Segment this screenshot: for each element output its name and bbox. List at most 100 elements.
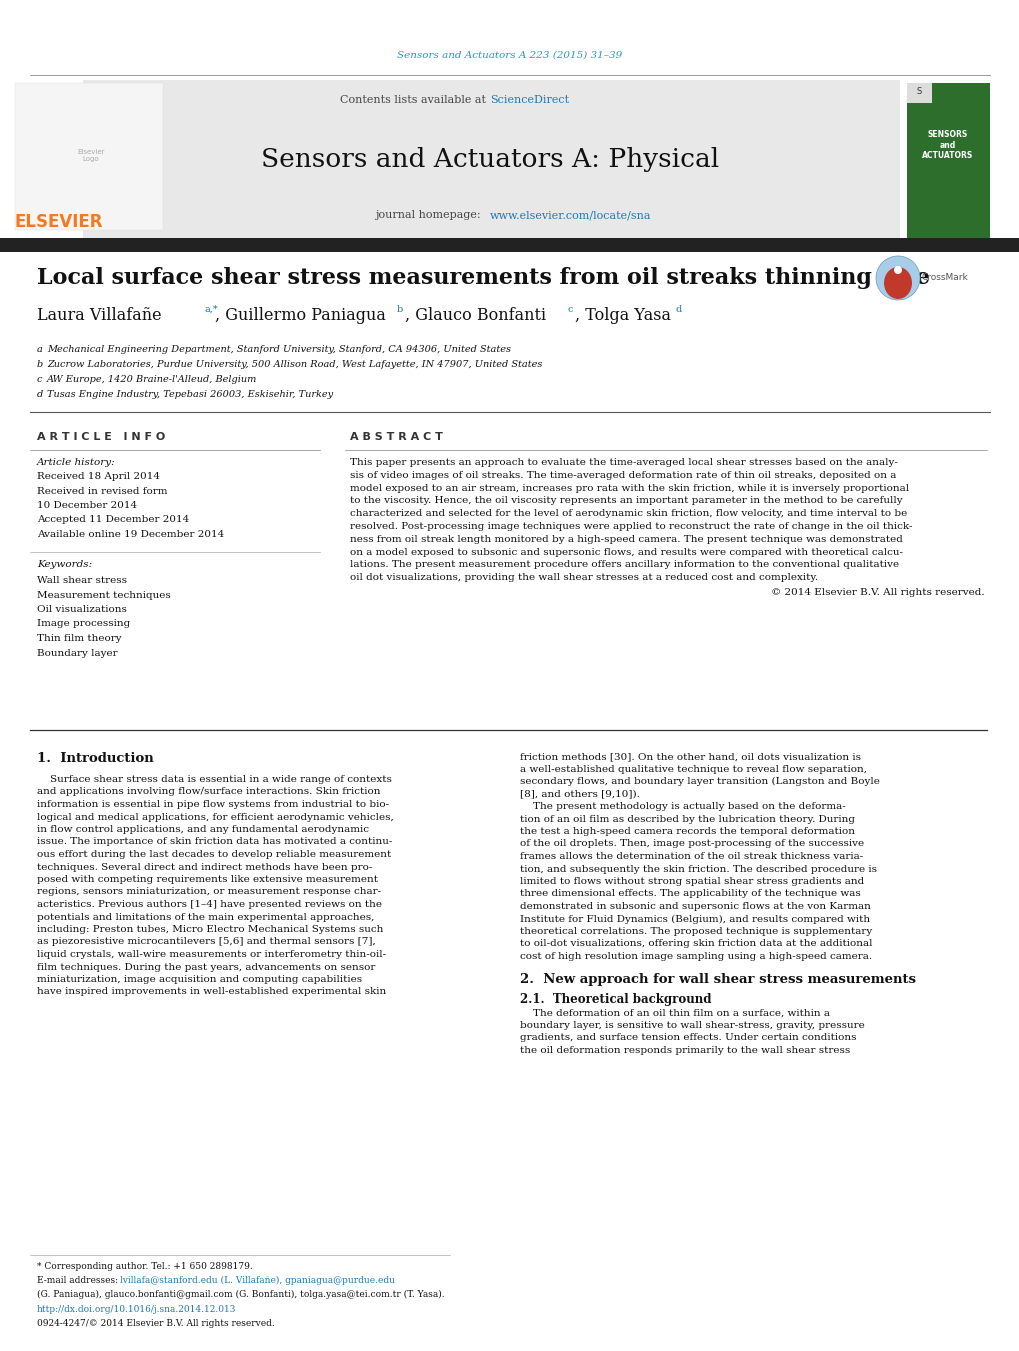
Text: logical and medical applications, for efficient aerodynamic vehicles,: logical and medical applications, for ef… (37, 812, 393, 821)
Text: Sensors and Actuators A: Physical: Sensors and Actuators A: Physical (261, 147, 718, 173)
Text: SENSORS
and
ACTUATORS: SENSORS and ACTUATORS (921, 130, 973, 159)
Text: * Corresponding author. Tel.: +1 650 2898179.: * Corresponding author. Tel.: +1 650 289… (37, 1262, 253, 1271)
Text: 10 December 2014: 10 December 2014 (37, 501, 137, 509)
Text: c: c (568, 304, 573, 313)
Text: boundary layer, is sensitive to wall shear-stress, gravity, pressure: boundary layer, is sensitive to wall she… (520, 1021, 864, 1029)
Text: characterized and selected for the level of aerodynamic skin friction, flow velo: characterized and selected for the level… (350, 509, 906, 519)
Text: and applications involving flow/surface interactions. Skin friction: and applications involving flow/surface … (37, 788, 380, 797)
Text: http://dx.doi.org/10.1016/j.sna.2014.12.013: http://dx.doi.org/10.1016/j.sna.2014.12.… (37, 1305, 236, 1315)
Text: miniaturization, image acquisition and computing capabilities: miniaturization, image acquisition and c… (37, 975, 362, 984)
Text: CrossMark: CrossMark (921, 273, 967, 282)
Text: Elsevier
Logo: Elsevier Logo (77, 149, 105, 162)
Text: d: d (37, 390, 46, 399)
Text: oil dot visualizations, providing the wall shear stresses at a reduced cost and : oil dot visualizations, providing the wa… (350, 573, 817, 582)
Ellipse shape (875, 255, 919, 300)
Text: Thin film theory: Thin film theory (37, 634, 121, 643)
Text: Institute for Fluid Dynamics (Belgium), and results compared with: Institute for Fluid Dynamics (Belgium), … (520, 915, 869, 924)
Text: Measurement techniques: Measurement techniques (37, 590, 170, 600)
Bar (906, 82, 931, 103)
Text: Surface shear stress data is essential in a wide range of contexts: Surface shear stress data is essential i… (37, 775, 391, 784)
Ellipse shape (893, 266, 901, 274)
Text: Laura Villafañe: Laura Villafañe (37, 307, 161, 323)
Bar (0, 238, 1019, 253)
Text: Local surface shear stress measurements from oil streaks thinning rate: Local surface shear stress measurements … (37, 267, 929, 289)
Text: ScienceDirect: ScienceDirect (489, 95, 569, 105)
Text: regions, sensors miniaturization, or measurement response char-: regions, sensors miniaturization, or mea… (37, 888, 381, 897)
Text: as piezoresistive microcantilevers [5,6] and thermal sensors [7],: as piezoresistive microcantilevers [5,6]… (37, 938, 375, 947)
Text: [8], and others [9,10]).: [8], and others [9,10]). (520, 789, 639, 798)
Text: gradients, and surface tension effects. Under certain conditions: gradients, and surface tension effects. … (520, 1034, 856, 1043)
Text: potentials and limitations of the main experimental approaches,: potentials and limitations of the main e… (37, 912, 374, 921)
Text: issue. The importance of skin friction data has motivated a continu-: issue. The importance of skin friction d… (37, 838, 392, 847)
Text: posed with competing requirements like extensive measurement: posed with competing requirements like e… (37, 875, 378, 884)
Text: information is essential in pipe flow systems from industrial to bio-: information is essential in pipe flow sy… (37, 800, 388, 809)
Text: demonstrated in subsonic and supersonic flows at the von Karman: demonstrated in subsonic and supersonic … (520, 902, 870, 911)
Text: tion, and subsequently the skin friction. The described procedure is: tion, and subsequently the skin friction… (520, 865, 876, 874)
Text: of the oil droplets. Then, image post-processing of the successive: of the oil droplets. Then, image post-pr… (520, 839, 863, 848)
Text: theoretical correlations. The proposed technique is supplementary: theoretical correlations. The proposed t… (520, 927, 871, 936)
Text: to oil-dot visualizations, offering skin friction data at the additional: to oil-dot visualizations, offering skin… (520, 939, 871, 948)
Bar (83, 80, 899, 238)
Text: Sensors and Actuators A 223 (2015) 31–39: Sensors and Actuators A 223 (2015) 31–39 (397, 50, 622, 59)
Text: a well-established qualitative technique to reveal flow separation,: a well-established qualitative technique… (520, 765, 866, 774)
Text: ELSEVIER: ELSEVIER (15, 213, 103, 231)
Text: E-mail addresses:: E-mail addresses: (37, 1275, 121, 1285)
Text: Received 18 April 2014: Received 18 April 2014 (37, 471, 160, 481)
Text: including: Preston tubes, Micro Electro Mechanical Systems such: including: Preston tubes, Micro Electro … (37, 925, 383, 934)
Text: (G. Paniagua), glauco.bonfanti@gmail.com (G. Bonfanti), tolga.yasa@tei.com.tr (T: (G. Paniagua), glauco.bonfanti@gmail.com… (37, 1290, 444, 1300)
Text: www.elsevier.com/locate/sna: www.elsevier.com/locate/sna (489, 209, 651, 220)
Text: c: c (37, 376, 46, 384)
Bar (15, 82, 163, 230)
Text: , Tolga Yasa: , Tolga Yasa (575, 307, 671, 323)
Text: Contents lists available at: Contents lists available at (340, 95, 489, 105)
Text: lvillafa@stanford.edu (L. Villafañe), gpaniagua@purdue.edu: lvillafa@stanford.edu (L. Villafañe), gp… (120, 1275, 394, 1285)
Text: three dimensional effects. The applicability of the technique was: three dimensional effects. The applicabi… (520, 889, 860, 898)
Text: film techniques. During the past years, advancements on sensor: film techniques. During the past years, … (37, 962, 375, 971)
Text: the oil deformation responds primarily to the wall shear stress: the oil deformation responds primarily t… (520, 1046, 850, 1055)
Text: b: b (396, 304, 403, 313)
Text: ous effort during the last decades to develop reliable measurement: ous effort during the last decades to de… (37, 850, 391, 859)
Text: The deformation of an oil thin film on a surface, within a: The deformation of an oil thin film on a… (520, 1008, 829, 1017)
Text: ness from oil streak length monitored by a high-speed camera. The present techni: ness from oil streak length monitored by… (350, 535, 902, 544)
Text: journal homepage:: journal homepage: (375, 209, 484, 220)
Text: Boundary layer: Boundary layer (37, 648, 117, 658)
Text: the test a high-speed camera records the temporal deformation: the test a high-speed camera records the… (520, 827, 854, 836)
Text: resolved. Post-processing image techniques were applied to reconstruct the rate : resolved. Post-processing image techniqu… (350, 521, 912, 531)
Text: 0924-4247/© 2014 Elsevier B.V. All rights reserved.: 0924-4247/© 2014 Elsevier B.V. All right… (37, 1319, 274, 1328)
Text: lations. The present measurement procedure offers ancillary information to the c: lations. The present measurement procedu… (350, 561, 898, 569)
Text: model exposed to an air stream, increases pro rata with the skin friction, while: model exposed to an air stream, increase… (350, 484, 908, 493)
Text: b: b (37, 359, 46, 369)
Text: A B S T R A C T: A B S T R A C T (350, 432, 442, 442)
Text: Article history:: Article history: (37, 458, 115, 467)
Text: 2.  New approach for wall shear stress measurements: 2. New approach for wall shear stress me… (520, 973, 915, 985)
Text: Image processing: Image processing (37, 620, 130, 628)
Text: 1.  Introduction: 1. Introduction (37, 753, 154, 765)
Text: © 2014 Elsevier B.V. All rights reserved.: © 2014 Elsevier B.V. All rights reserved… (770, 588, 984, 597)
Text: tion of an oil film as described by the lubrication theory. During: tion of an oil film as described by the … (520, 815, 854, 824)
Text: , Glauco Bonfanti: , Glauco Bonfanti (405, 307, 545, 323)
Text: Available online 19 December 2014: Available online 19 December 2014 (37, 530, 224, 539)
Text: Tusas Engine Industry, Tepebasi 26003, Eskisehir, Turkey: Tusas Engine Industry, Tepebasi 26003, E… (47, 390, 333, 399)
Text: acteristics. Previous authors [1–4] have presented reviews on the: acteristics. Previous authors [1–4] have… (37, 900, 382, 909)
Text: 2.1.  Theoretical background: 2.1. Theoretical background (520, 993, 711, 1005)
Text: have inspired improvements in well-established experimental skin: have inspired improvements in well-estab… (37, 988, 386, 997)
Text: in flow control applications, and any fundamental aerodynamic: in flow control applications, and any fu… (37, 825, 369, 834)
Text: Oil visualizations: Oil visualizations (37, 605, 126, 613)
Text: A R T I C L E   I N F O: A R T I C L E I N F O (37, 432, 165, 442)
Text: Received in revised form: Received in revised form (37, 486, 167, 496)
Text: d: d (676, 304, 682, 313)
Text: sis of video images of oil streaks. The time-averaged deformation rate of thin o: sis of video images of oil streaks. The … (350, 470, 896, 480)
Text: , Guillermo Paniagua: , Guillermo Paniagua (215, 307, 385, 323)
Text: cost of high resolution image sampling using a high-speed camera.: cost of high resolution image sampling u… (520, 952, 871, 961)
Text: liquid crystals, wall-wire measurements or interferometry thin-oil-: liquid crystals, wall-wire measurements … (37, 950, 386, 959)
Text: AW Europe, 1420 Braine-l'Alleud, Belgium: AW Europe, 1420 Braine-l'Alleud, Belgium (47, 376, 257, 384)
Text: Mechanical Engineering Department, Stanford University, Stanford, CA 94306, Unit: Mechanical Engineering Department, Stanf… (47, 345, 511, 354)
Text: This paper presents an approach to evaluate the time-averaged local shear stress: This paper presents an approach to evalu… (350, 458, 897, 467)
Text: a,*: a,* (205, 304, 218, 313)
Text: Zucrow Laboratories, Purdue University, 500 Allison Road, West Lafayette, IN 479: Zucrow Laboratories, Purdue University, … (47, 359, 542, 369)
Text: secondary flows, and boundary layer transition (Langston and Boyle: secondary flows, and boundary layer tran… (520, 777, 879, 786)
Text: Accepted 11 December 2014: Accepted 11 December 2014 (37, 516, 190, 524)
Bar (906, 82, 989, 238)
Text: to the viscosity. Hence, the oil viscosity represents an important parameter in : to the viscosity. Hence, the oil viscosi… (350, 496, 902, 505)
Text: frames allows the determination of the oil streak thickness varia-: frames allows the determination of the o… (520, 852, 862, 861)
